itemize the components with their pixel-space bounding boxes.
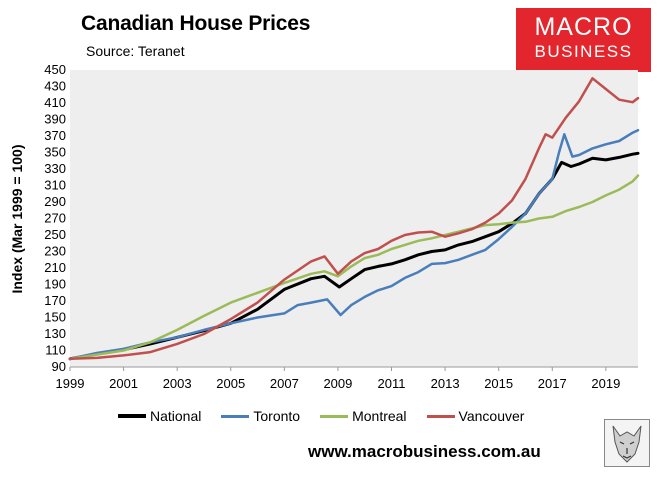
y-tick-label: 210 [44,260,66,275]
y-tick-label: 430 [44,79,66,94]
series-lines [68,77,640,361]
y-tick-label: 370 [44,128,66,143]
x-tick-label: 2017 [538,376,567,391]
y-axis-label: Index (Mar 1999 = 100) [9,144,25,293]
y-tick-label: 290 [44,194,66,209]
legend-swatch-montreal [320,414,349,418]
chart-title: Canadian House Prices [81,12,311,35]
legend-label-national: National [150,408,202,424]
legend-label-montreal: Montreal [352,408,407,424]
logo-line1: MACRO [534,13,633,41]
x-tick-label: 2003 [163,376,192,391]
x-tick-label: 2007 [270,376,299,391]
x-tick-label: 2005 [216,376,245,391]
logo-line2: BUSINESS [534,42,633,61]
y-tick-label: 410 [44,95,66,110]
legend-item-vancouver: Vancouver [426,408,525,424]
chart-subtitle: Source: Teranet [86,43,185,59]
legend-item-toronto: Toronto [221,408,300,424]
x-tick-label: 2013 [431,376,460,391]
y-tick-label: 90 [52,359,66,374]
y-tick-label: 250 [44,227,66,242]
series-line-vancouver [68,77,640,361]
legend-item-montreal: Montreal [320,408,407,424]
y-tick-label: 450 [44,62,66,77]
legend-swatch-national [118,414,146,418]
legend-label-vancouver: Vancouver [458,408,525,424]
y-tick-label: 130 [44,326,66,341]
legend-swatch-toronto [221,414,250,418]
series-line-montreal [68,174,640,361]
x-tick-label: 2011 [378,376,406,391]
y-tick-label: 270 [44,211,66,226]
y-tick-label: 330 [44,161,66,176]
plot-area-background [70,70,638,367]
series-line-toronto [68,128,640,361]
y-tick-label: 350 [44,145,66,160]
x-axis-ticks: 1999 2001 2003 2005 2007 2009 2011 2013 2015 2017… [56,367,620,391]
wolf-emblem-icon [604,419,650,467]
x-tick-label: 1999 [56,376,85,391]
x-tick-label: 2015 [484,376,513,391]
website-link[interactable]: www.macrobusiness.com.au [308,442,541,461]
chart-legend: National Toronto Montreal Vancouver [118,408,544,424]
x-tick-label: 2001 [109,376,138,391]
y-tick-label: 150 [44,310,66,325]
y-tick-label: 190 [44,277,66,292]
wolf-emblem-graphic [612,425,642,463]
legend-item-national: National [118,408,201,424]
legend-swatch-vancouver [426,414,455,418]
legend-label-toronto: Toronto [253,408,301,424]
macrobusiness-logo[interactable]: MACRO BUSINESS [516,8,651,72]
y-tick-label: 170 [44,293,66,308]
y-tick-label: 230 [44,244,66,259]
y-tick-label: 310 [44,178,66,193]
x-tick-label: 2009 [323,376,352,391]
y-tick-label: 390 [44,112,66,127]
x-tick-label: 2019 [591,376,620,391]
y-tick-label: 110 [45,343,66,358]
